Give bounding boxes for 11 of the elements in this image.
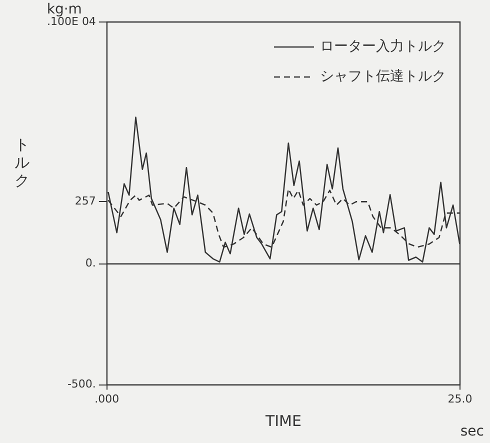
text: sec [460, 424, 484, 440]
y-tick-label: 257 [74, 194, 96, 208]
y-tick-label: 0. [85, 256, 96, 270]
x-tick-label: 25.0 [448, 392, 472, 406]
text: kg·m [46, 2, 82, 18]
x-tick-label: .000 [94, 392, 120, 406]
legend-label: ローター入力トルク [320, 38, 446, 55]
legend-label: シャフト伝達トルク [320, 68, 446, 85]
y-axis-title: トルク [14, 135, 30, 190]
y-tick-label: -500. [67, 378, 96, 391]
x-axis-title: TIME [264, 412, 302, 430]
